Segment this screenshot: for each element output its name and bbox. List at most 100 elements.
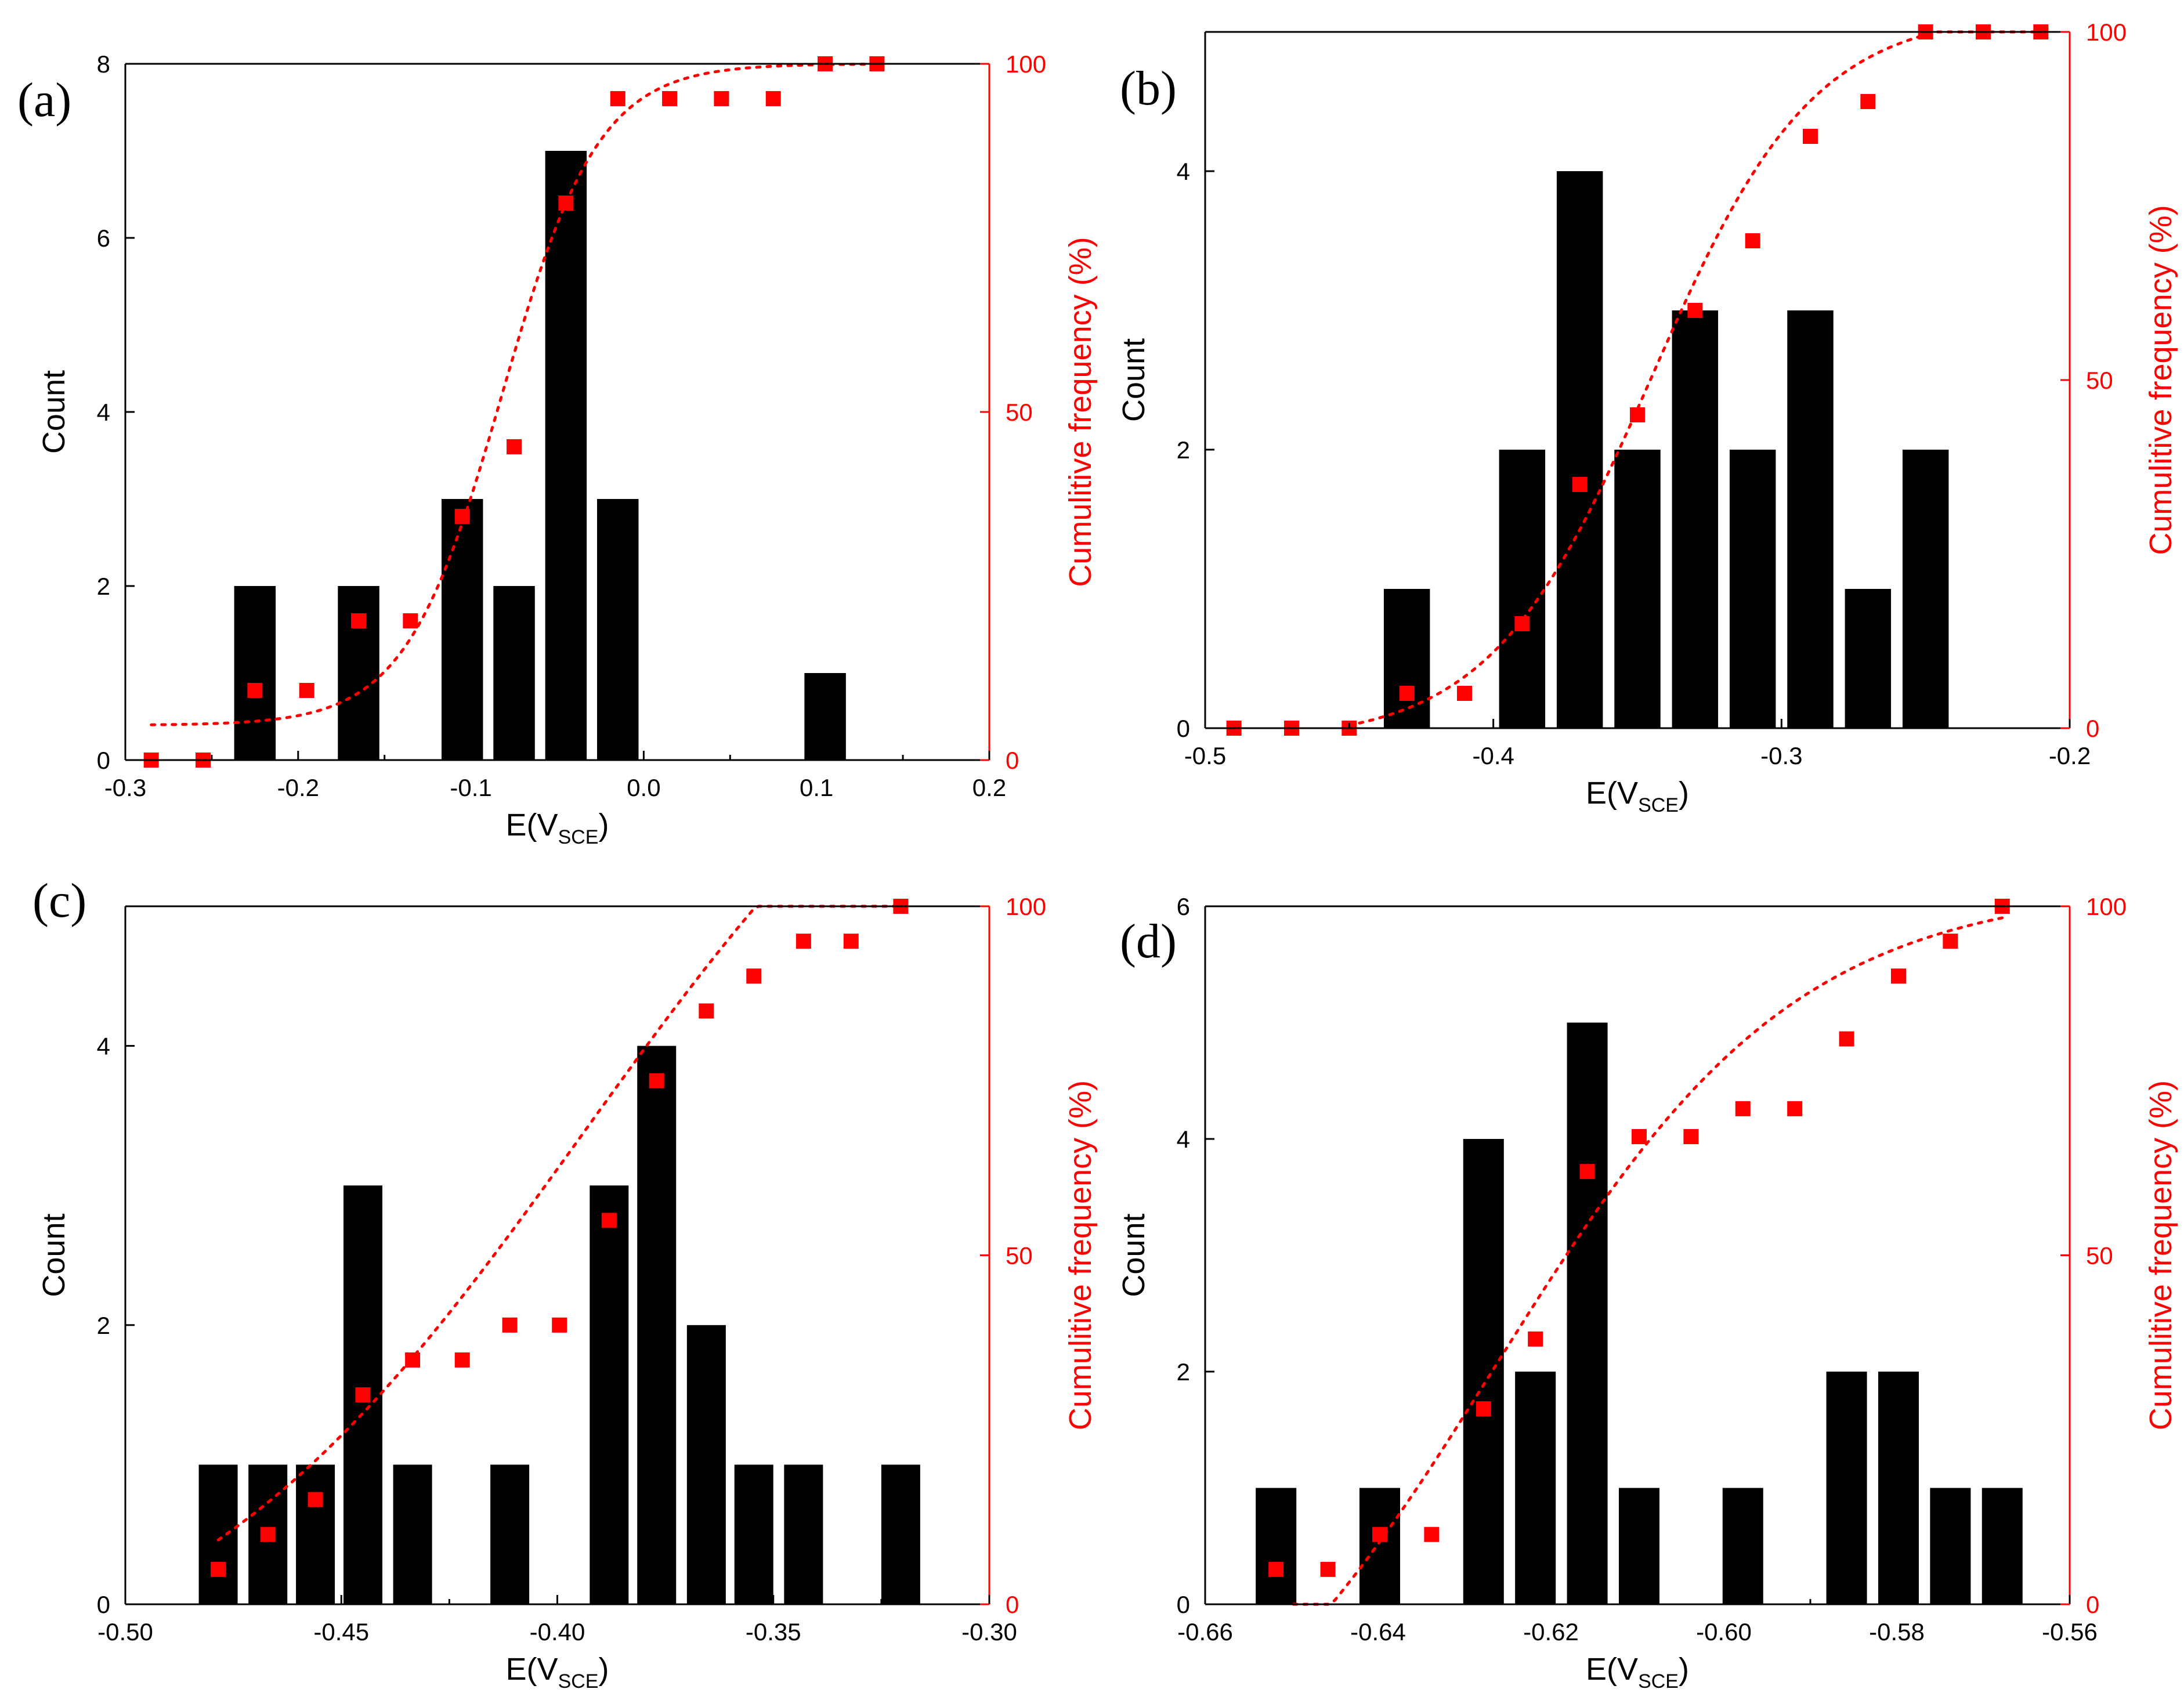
bar-3-8 bbox=[1878, 1372, 1919, 1604]
x-axis-title-main-2: E(V bbox=[506, 1652, 558, 1687]
x-axis-title-2: E(VSCE) bbox=[506, 1652, 609, 1692]
y2-tick-label-2-1: 50 bbox=[1006, 1242, 1033, 1269]
cumulative-point-3-6 bbox=[1579, 1164, 1595, 1180]
cumulative-point-1-4 bbox=[1457, 686, 1472, 701]
cumulative-point-0-8 bbox=[558, 196, 574, 211]
bar-0-2 bbox=[441, 499, 483, 760]
y2-tick-label-3-0: 0 bbox=[2086, 1591, 2099, 1618]
bar-3-10 bbox=[1981, 1488, 2023, 1604]
x-tick-label-1-1: -0.4 bbox=[1472, 742, 1514, 769]
cumulative-point-1-9 bbox=[1745, 233, 1760, 248]
bar-3-3 bbox=[1515, 1372, 1556, 1604]
cumulative-point-3-3 bbox=[1424, 1527, 1440, 1542]
cumulative-point-3-4 bbox=[1476, 1401, 1491, 1417]
y-tick-label-0-1: 2 bbox=[97, 573, 110, 600]
panel-0: -0.3 -0.2 -0.1 0.0 0.1 0.202468050100(a)E(VSC… bbox=[17, 50, 1098, 848]
x-axis-title-sub-2: SCE bbox=[558, 1670, 599, 1692]
cumulative-point-2-3 bbox=[355, 1387, 371, 1403]
cumulative-point-2-8 bbox=[601, 1213, 617, 1228]
bar-2-4 bbox=[393, 1464, 432, 1604]
x-tick-label-2-1: -0.45 bbox=[313, 1618, 369, 1645]
cumulative-point-0-5 bbox=[403, 613, 418, 628]
x-tick-label-0-3: 0.0 bbox=[627, 774, 660, 801]
y-axis-title-2: Count bbox=[37, 1213, 71, 1297]
cumulative-point-2-4 bbox=[405, 1352, 421, 1368]
y-tick-label-0-4: 8 bbox=[97, 50, 110, 78]
x-tick-label-3-1: -0.64 bbox=[1350, 1618, 1406, 1645]
x-tick-label-3-2: -0.62 bbox=[1523, 1618, 1579, 1645]
x-tick-label-0-0: -0.3 bbox=[104, 774, 146, 801]
x-axis-title-main-3: E(V bbox=[1586, 1652, 1638, 1687]
bar-3-0 bbox=[1256, 1488, 1297, 1604]
x-axis-title-close-0: ) bbox=[598, 808, 609, 842]
fit-curve-3 bbox=[1292, 916, 2004, 1606]
cumulative-point-3-2 bbox=[1372, 1527, 1387, 1542]
cumulative-point-0-4 bbox=[351, 613, 367, 628]
x-tick-label-0-1: -0.2 bbox=[277, 774, 319, 801]
y2-tick-label-2-0: 0 bbox=[1006, 1591, 1019, 1618]
bar-2-6 bbox=[590, 1185, 629, 1604]
bar-0-3 bbox=[493, 586, 535, 760]
x-tick-label-3-4: -0.58 bbox=[1869, 1618, 1925, 1645]
panel-label-0: (a) bbox=[17, 73, 71, 127]
bar-3-6 bbox=[1722, 1488, 1763, 1604]
y-tick-label-0-3: 6 bbox=[97, 225, 110, 252]
bar-0-6 bbox=[804, 673, 846, 760]
bar-2-11 bbox=[881, 1464, 920, 1604]
bar-2-5 bbox=[490, 1464, 530, 1604]
y2-axis-title-1: Cumulitive frequency (%) bbox=[2143, 205, 2178, 555]
panel-label-2: (c) bbox=[32, 874, 86, 928]
cumulative-point-2-0 bbox=[211, 1561, 226, 1577]
fit-curve-0 bbox=[150, 63, 878, 726]
bar-3-7 bbox=[1826, 1372, 1867, 1604]
x-axis-title-main-0: E(V bbox=[506, 808, 558, 842]
cumulative-point-3-0 bbox=[1268, 1561, 1284, 1577]
bar-3-4 bbox=[1567, 1022, 1608, 1604]
y-tick-label-0-2: 4 bbox=[97, 399, 110, 426]
y-axis-title-1: Count bbox=[1116, 338, 1151, 422]
y-tick-label-0-0: 0 bbox=[97, 747, 110, 774]
y-tick-label-3-0: 0 bbox=[1177, 1591, 1190, 1618]
bar-0-1 bbox=[338, 586, 379, 760]
cumulative-point-1-11 bbox=[1860, 94, 1876, 109]
cumulative-point-2-12 bbox=[796, 934, 811, 949]
y2-tick-label-1-1: 50 bbox=[2086, 367, 2113, 394]
cumulative-point-1-6 bbox=[1572, 477, 1588, 492]
cumulative-point-2-11 bbox=[746, 968, 762, 984]
y2-tick-label-0-0: 0 bbox=[1006, 747, 1019, 774]
y2-axis-title-0: Cumulitive frequency (%) bbox=[1063, 237, 1098, 587]
x-tick-label-3-5: -0.56 bbox=[2042, 1618, 2098, 1645]
cumulative-point-2-10 bbox=[699, 1003, 714, 1019]
y2-tick-label-3-2: 100 bbox=[2086, 893, 2127, 920]
x-tick-label-3-0: -0.66 bbox=[1177, 1618, 1233, 1645]
bar-1-2 bbox=[1556, 171, 1603, 728]
fit-curve-2 bbox=[216, 905, 902, 1542]
cumulative-point-1-3 bbox=[1399, 686, 1415, 701]
y-axis-title-0: Count bbox=[37, 370, 71, 454]
cumulative-point-1-5 bbox=[1514, 616, 1530, 631]
y-axis-title-3: Count bbox=[1116, 1213, 1151, 1297]
cumulative-point-0-2 bbox=[247, 683, 263, 698]
y2-axis-title-3: Cumulitive frequency (%) bbox=[2143, 1080, 2178, 1430]
cumulative-point-3-12 bbox=[1890, 968, 1906, 984]
x-tick-label-0-5: 0.2 bbox=[972, 774, 1006, 801]
y2-tick-label-1-2: 100 bbox=[2086, 19, 2127, 46]
panel-2: -0.50 -0.45 -0.40 -0.35 -0.30024050100(c)E(V… bbox=[32, 874, 1098, 1692]
bar-1-8 bbox=[1902, 450, 1949, 728]
bar-2-0 bbox=[198, 1464, 238, 1604]
y-tick-label-1-2: 4 bbox=[1177, 158, 1190, 185]
cumulative-point-2-13 bbox=[843, 934, 859, 949]
x-tick-label-1-2: -0.3 bbox=[1760, 742, 1802, 769]
y-tick-label-2-0: 0 bbox=[97, 1591, 110, 1618]
cumulative-point-0-6 bbox=[454, 509, 470, 524]
x-axis-title-sub-1: SCE bbox=[1638, 794, 1679, 816]
bar-1-0 bbox=[1383, 589, 1430, 728]
cumulative-point-2-5 bbox=[454, 1352, 470, 1368]
x-axis-title-main-1: E(V bbox=[1586, 776, 1638, 811]
cumulative-point-0-3 bbox=[299, 683, 314, 698]
cumulative-point-0-10 bbox=[662, 91, 678, 106]
x-axis-title-close-2: ) bbox=[598, 1652, 609, 1687]
bar-2-9 bbox=[734, 1464, 773, 1604]
bar-1-6 bbox=[1787, 310, 1834, 728]
